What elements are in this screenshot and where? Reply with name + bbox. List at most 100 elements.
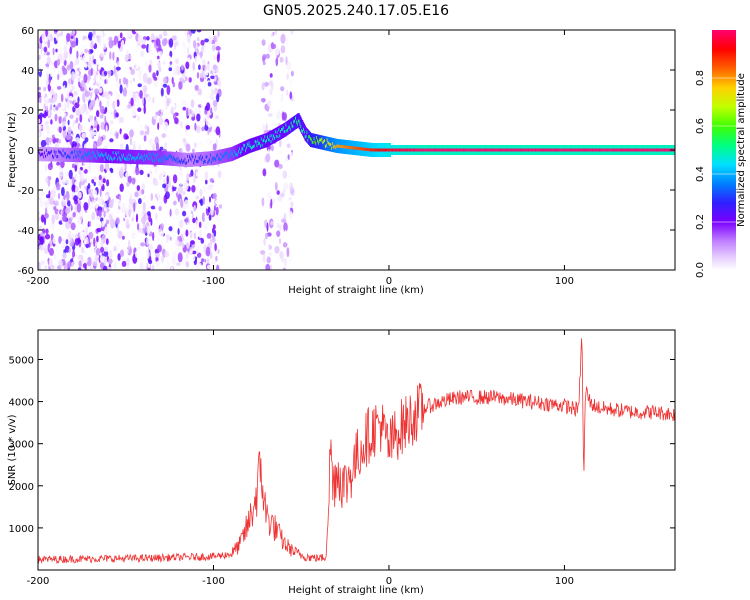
spectrogram-noise-cell (88, 162, 91, 172)
snr-y-tick-label: 3000 (9, 440, 34, 451)
spectrogram-noise-cell (168, 55, 171, 60)
spectrogram-noise-cell (69, 114, 74, 119)
spectrogram-noise-cell (164, 191, 170, 200)
spectrogram-noise-cell (171, 256, 177, 266)
spectrogram-noise-cell (75, 117, 79, 124)
spectrogram-noise-cell (197, 88, 202, 96)
spectrogram-noise-cell (38, 86, 41, 91)
spectrogram-noise-cell (108, 266, 112, 270)
spectrogram-noise-cell (54, 113, 58, 122)
spectrogram-noise-cell (118, 205, 121, 210)
spectrogram-noise-cell (45, 228, 49, 235)
spectrogram-noise-cell (166, 175, 169, 185)
spectrogram-noise-cell (168, 226, 173, 232)
spectrogram-noise-cell (184, 218, 189, 223)
spectrogram-noise-cell (125, 135, 129, 140)
spectrogram-noise-cell (113, 186, 119, 196)
spectrogram-noise-cell (217, 30, 220, 38)
spectrogram-noise-cell (162, 97, 167, 104)
spectrogram-noise-cell (286, 72, 289, 80)
spectrogram-noise-cell (129, 61, 134, 68)
spectrogram-noise-cell (190, 30, 196, 34)
spectrogram-noise-cell (201, 212, 206, 223)
snr-frame (37, 329, 676, 571)
spectrogram-noise-cell (98, 179, 103, 187)
spectrogram-noise-cell (54, 265, 58, 270)
spectrogram-noise-cell (161, 254, 164, 263)
spectrogram-noise-cell (78, 43, 83, 52)
spectrogram-noise-cell (186, 173, 190, 182)
spectrogram-noise-cell (174, 43, 177, 50)
spectrogram-noise-cell (93, 237, 96, 247)
spectrogram-noise-cell (67, 261, 72, 268)
spectrogram-noise-cell (204, 258, 207, 263)
spectrogram-noise-cell (165, 234, 171, 241)
spectrogram-x-tick-label: 100 (555, 276, 574, 287)
spectrogram-noise-cell (290, 201, 294, 208)
spectrogram-noise-cell (207, 264, 211, 270)
spectrogram-noise-cell (52, 134, 55, 140)
spectrogram-noise-cell (162, 61, 166, 65)
spectrogram-noise-cell (90, 40, 94, 49)
spectrogram-noise-cell (85, 131, 91, 138)
spectrogram-noise-cell (204, 214, 209, 219)
spectrogram-noise-cell (108, 176, 113, 184)
spectrogram-noise-cell (194, 84, 199, 91)
spectrogram-noise-cell (119, 78, 121, 85)
spectrogram-noise-cell (203, 80, 207, 89)
spectrogram-noise-cell (60, 160, 65, 169)
spectrogram-noise-cell (53, 30, 59, 33)
spectrogram-noise-cell (98, 209, 102, 218)
spectrogram-noise-cell (90, 49, 94, 54)
spectrogram-noise-cell (179, 167, 183, 178)
spectrogram-noise-cell (80, 254, 84, 263)
spectrogram-noise-cell (166, 139, 172, 147)
spectrogram-noise-cell (46, 66, 51, 71)
snr-x-tick-label: 100 (555, 576, 574, 587)
spectrogram-noise-cell (279, 224, 282, 232)
spectrogram-noise-cell (54, 143, 58, 149)
spectrogram-noise-cell (179, 178, 183, 186)
spectrogram-noise-cell (182, 230, 186, 239)
spectrogram-noise-cell (207, 184, 213, 191)
spectrogram-noise-cell (280, 192, 285, 198)
spectrogram-noise-cell (82, 54, 87, 64)
spectrogram-noise-cell (88, 221, 92, 227)
spectrogram-noise-cell (55, 106, 59, 111)
spectrogram-noise-cell (188, 43, 191, 48)
spectrogram-noise-cell (212, 100, 218, 107)
spectrogram-noise-cell (107, 258, 113, 265)
spectrogram-noise-cell (54, 200, 60, 207)
spectrogram-noise-cell (207, 82, 212, 87)
spectrogram-noise-cell (270, 221, 274, 226)
spectrogram-noise-cell (67, 84, 72, 92)
spectrogram-noise-cell (125, 98, 128, 107)
spectrogram-noise-cell (262, 125, 266, 131)
spectrogram-noise-cell (174, 66, 177, 76)
spectrogram-noise-cell (38, 97, 42, 104)
spectrogram-noise-cell (141, 183, 145, 191)
spectrogram-noise-cell (188, 173, 192, 178)
spectrogram-noise-cell (66, 178, 69, 186)
spectrogram-noise-cell (157, 201, 161, 206)
spectrogram-noise-cell (61, 102, 65, 110)
spectrogram-noise-cell (58, 178, 62, 185)
spectrogram-noise-cell (38, 118, 41, 124)
colorbar-gradient (712, 30, 736, 270)
spectrogram-noise-cell (84, 137, 89, 143)
spectrogram-noise-cell (162, 38, 167, 47)
spectrogram-noise-cell (137, 45, 141, 51)
spectrogram-noise-cell (123, 190, 127, 201)
snr-panel: 1000 2000 3000 4000 5000 -200 -100 0 100 Height… (7, 329, 676, 596)
spectrogram-noise-cell (280, 86, 285, 92)
spectrogram-panel: 60 40 20 0 -20 -40 -60 -200 -100 0 100 Height of … (7, 26, 676, 296)
spectrogram-noise-cell (58, 236, 62, 244)
snr-y-tick-label: 5000 (9, 355, 34, 366)
spectrogram-noise-cell (56, 33, 61, 38)
spectrogram-noise-cell (212, 224, 216, 230)
spectrogram-noise-cell (79, 231, 84, 241)
spectrogram-noise-cell (89, 102, 92, 112)
spectrogram-noise-cell (186, 222, 189, 231)
spectrogram-noise-cell (148, 44, 152, 55)
spectrogram-noise-cell (275, 216, 280, 226)
